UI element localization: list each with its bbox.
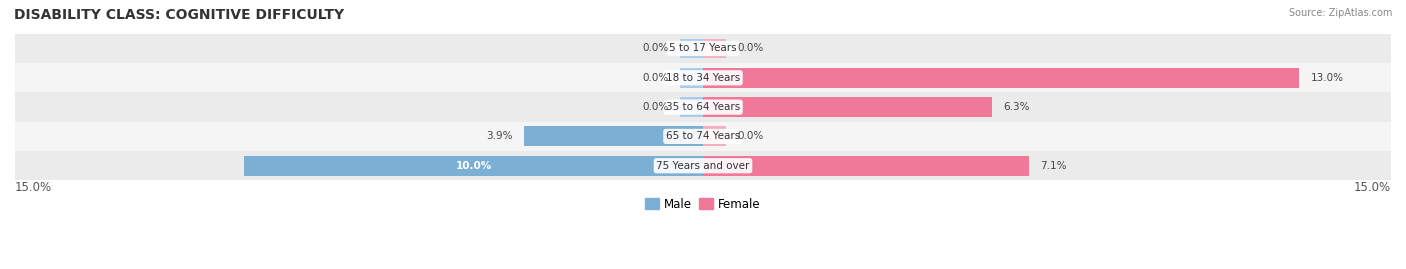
Text: 7.1%: 7.1% <box>1040 161 1067 171</box>
Bar <box>245 156 703 176</box>
Text: 3.9%: 3.9% <box>486 132 513 141</box>
Text: 5 to 17 Years: 5 to 17 Years <box>669 44 737 54</box>
Text: DISABILITY CLASS: COGNITIVE DIFFICULTY: DISABILITY CLASS: COGNITIVE DIFFICULTY <box>14 8 344 22</box>
Bar <box>681 68 703 88</box>
Bar <box>681 38 703 58</box>
Bar <box>703 126 725 146</box>
Bar <box>703 156 1029 176</box>
Text: Source: ZipAtlas.com: Source: ZipAtlas.com <box>1288 8 1392 18</box>
Text: 0.0%: 0.0% <box>643 102 669 112</box>
Text: 65 to 74 Years: 65 to 74 Years <box>666 132 740 141</box>
Text: 0.0%: 0.0% <box>737 132 763 141</box>
Bar <box>703 97 993 117</box>
Bar <box>15 122 1391 151</box>
Text: 0.0%: 0.0% <box>643 44 669 54</box>
Bar <box>15 93 1391 122</box>
Text: 15.0%: 15.0% <box>1354 181 1391 194</box>
Bar <box>15 63 1391 93</box>
Legend: Male, Female: Male, Female <box>641 193 765 215</box>
Text: 15.0%: 15.0% <box>15 181 52 194</box>
Text: 18 to 34 Years: 18 to 34 Years <box>666 73 740 83</box>
Bar <box>15 34 1391 63</box>
Bar <box>703 38 725 58</box>
Bar <box>703 68 1299 88</box>
Text: 13.0%: 13.0% <box>1310 73 1344 83</box>
Text: 35 to 64 Years: 35 to 64 Years <box>666 102 740 112</box>
Text: 0.0%: 0.0% <box>737 44 763 54</box>
Text: 0.0%: 0.0% <box>643 73 669 83</box>
Bar <box>15 151 1391 180</box>
Text: 6.3%: 6.3% <box>1004 102 1031 112</box>
Text: 75 Years and over: 75 Years and over <box>657 161 749 171</box>
Bar <box>681 97 703 117</box>
Text: 10.0%: 10.0% <box>456 161 492 171</box>
Bar <box>524 126 703 146</box>
